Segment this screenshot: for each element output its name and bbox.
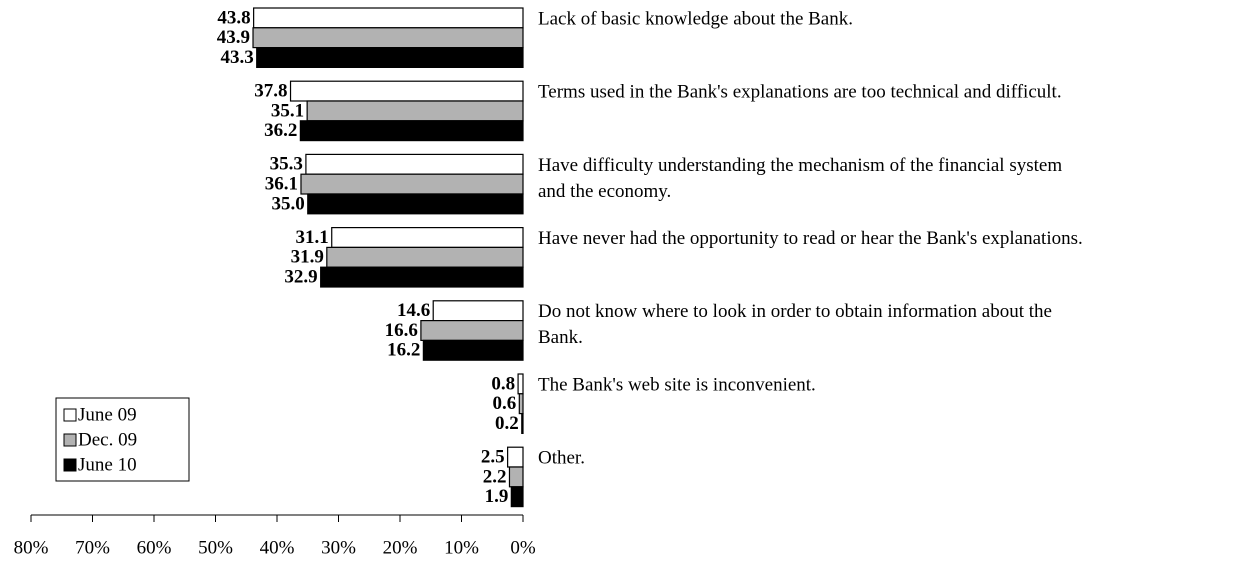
legend-swatch	[63, 458, 77, 472]
value-label: 14.6	[397, 300, 430, 321]
bar	[420, 320, 524, 342]
bar	[518, 393, 524, 415]
bar	[507, 446, 524, 468]
value-label: 36.2	[264, 120, 297, 141]
value-label: 31.9	[291, 247, 324, 268]
category-label: Lack of basic knowledge about the Bank.	[538, 8, 853, 29]
x-tick-label: 20%	[383, 537, 418, 558]
category-label: Have never had the opportunity to read o…	[538, 228, 1083, 249]
x-tick-label: 30%	[321, 537, 356, 558]
value-label: 0.6	[493, 393, 517, 414]
bar	[521, 413, 524, 435]
legend-label: June 09	[78, 404, 137, 425]
value-label: 37.8	[254, 80, 287, 101]
x-tick-label: 40%	[260, 537, 295, 558]
legend-swatch	[63, 408, 77, 422]
value-label: 16.2	[387, 340, 420, 361]
bar	[422, 339, 524, 361]
bar	[508, 466, 524, 488]
bar	[326, 246, 524, 268]
value-label: 2.5	[481, 446, 505, 467]
value-label: 2.2	[483, 466, 507, 487]
value-label: 43.3	[220, 47, 253, 68]
value-label: 16.6	[385, 320, 418, 341]
value-label: 43.9	[217, 27, 250, 48]
x-tick-label: 0%	[510, 537, 536, 558]
bar	[331, 227, 524, 249]
x-tick-label: 60%	[137, 537, 172, 558]
value-label: 0.2	[495, 413, 519, 434]
value-label: 35.1	[271, 100, 304, 121]
value-label: 31.1	[295, 227, 328, 248]
category-label: Other.	[538, 448, 585, 469]
bar	[307, 193, 524, 215]
value-label: 32.9	[284, 266, 317, 287]
bar	[300, 173, 524, 195]
value-label: 35.0	[272, 193, 305, 214]
category-label: Terms used in the Bank's explanations ar…	[538, 82, 1062, 103]
bar	[256, 46, 524, 68]
category-label: Do not know where to look in order to ob…	[538, 301, 1052, 322]
legend-swatch	[63, 433, 77, 447]
value-label: 36.1	[265, 173, 298, 194]
category-label: Have difficulty understanding the mechan…	[538, 155, 1062, 176]
bar	[432, 300, 524, 322]
legend-box	[55, 397, 190, 482]
legend-label: June 10	[78, 454, 137, 475]
value-label: 43.8	[217, 7, 250, 28]
bar	[517, 373, 524, 395]
bar	[320, 266, 524, 288]
bar	[289, 80, 524, 102]
legend-label: Dec. 09	[78, 429, 137, 450]
value-label: 0.8	[491, 373, 515, 394]
x-tick-label: 10%	[444, 537, 479, 558]
category-label: The Bank's web site is inconvenient.	[538, 374, 816, 395]
category-label: Bank.	[538, 327, 583, 348]
bar	[252, 27, 524, 49]
bar	[306, 100, 524, 122]
bar	[253, 7, 524, 29]
x-tick-label: 50%	[198, 537, 233, 558]
bar	[510, 486, 524, 508]
bar	[305, 153, 524, 175]
x-tick-label: 70%	[75, 537, 110, 558]
category-label: and the economy.	[538, 181, 671, 202]
value-label: 35.3	[270, 154, 303, 175]
bar	[299, 120, 524, 142]
value-label: 1.9	[485, 486, 509, 507]
x-tick-label: 80%	[14, 537, 49, 558]
